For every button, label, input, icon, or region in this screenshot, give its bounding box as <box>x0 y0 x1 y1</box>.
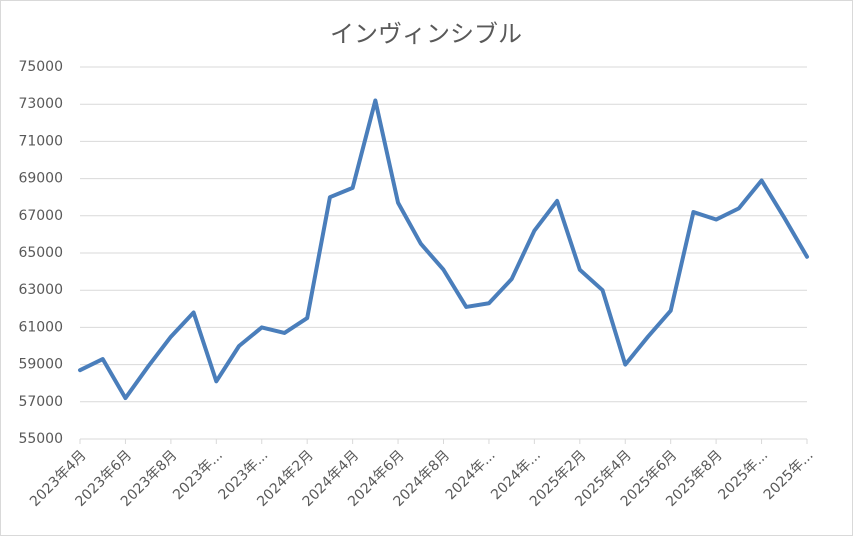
y-tick-label: 59000 <box>18 357 63 373</box>
y-tick-label: 57000 <box>18 394 63 410</box>
y-tick-label: 63000 <box>18 282 63 298</box>
y-tick-label: 71000 <box>18 133 63 149</box>
line <box>78 98 809 401</box>
y-tick-label: 55000 <box>18 431 63 447</box>
y-tick-label: 61000 <box>18 319 63 335</box>
y-tick-label: 65000 <box>18 245 63 261</box>
y-tick-label: 67000 <box>18 208 63 224</box>
y-tick-label: 75000 <box>18 59 63 75</box>
y-tick-label: 73000 <box>18 96 63 112</box>
chart-title: インヴィンシブル <box>330 20 522 48</box>
y-tick-label: 69000 <box>18 171 63 187</box>
